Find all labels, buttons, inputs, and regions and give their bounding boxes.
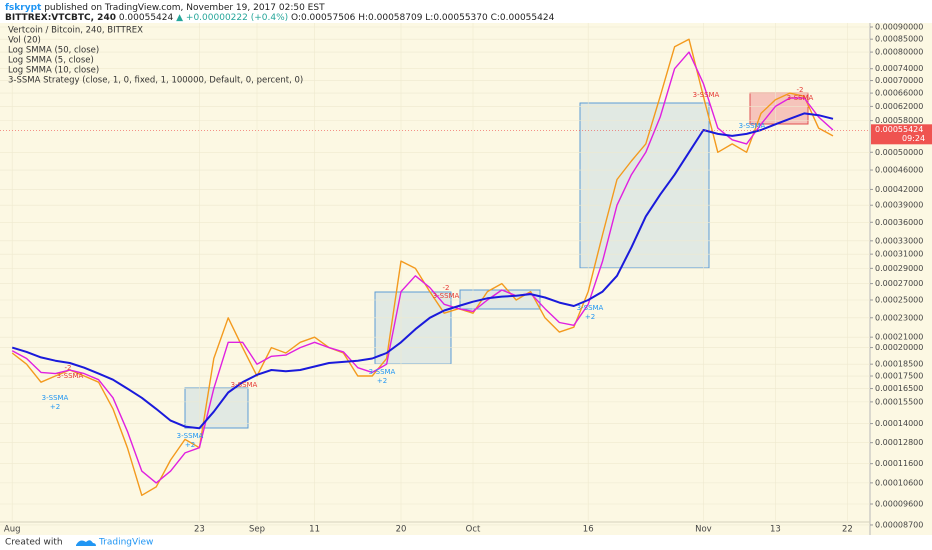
time-axis: Aug 23 Sep 11 20 Oct 16 Nov 13 22 — [4, 525, 853, 535]
trade-annotation: 3-SSMA — [693, 91, 720, 99]
y-tick-label: 0.00031000 — [875, 250, 923, 259]
y-tick-label: 0.00062000 — [875, 102, 923, 111]
trade-annotation: +2 — [185, 441, 195, 449]
y-tick-label: 0.00016500 — [875, 384, 923, 393]
last-price-label: 0.00055424 — [875, 125, 923, 134]
x-tick-label: 11 — [309, 525, 320, 535]
last-price-box — [871, 124, 932, 145]
y-tick-label: 0.00036000 — [875, 218, 923, 227]
header-line-1: fskrypt published on TradingView.com, No… — [5, 3, 325, 13]
y-tick-label: 0.00085000 — [875, 35, 923, 44]
series-lines — [11, 38, 834, 496]
trade-annotation: 3-SSMA — [433, 292, 460, 300]
series-line — [11, 51, 834, 484]
trade-annotation: 3-SSMA — [231, 381, 258, 389]
trade-annotation: 3-SSMA — [787, 94, 814, 102]
y-tick-label: 0.00021000 — [875, 333, 923, 342]
x-tick-label: Oct — [466, 525, 481, 535]
x-tick-label: 13 — [770, 525, 781, 535]
legend-entry: Log SMMA (5, close) — [8, 56, 94, 66]
x-tick-label: 20 — [396, 525, 407, 535]
trade-annotation: 3-SSMA — [177, 432, 204, 440]
y-tick-label: 0.00050000 — [875, 148, 923, 157]
trade-annotation: -2 — [797, 86, 804, 94]
y-tick-label: 0.00070000 — [875, 76, 923, 85]
published: published on TradingView.com, November 1… — [44, 3, 325, 13]
symbol: BITTREX:VTCBTC, 240 — [5, 13, 116, 23]
change: ▲ +0.00000222 (+0.4%) — [176, 13, 288, 23]
ohlc: O:0.00057506 H:0.00058709 L:0.00055370 C… — [291, 13, 555, 23]
y-tick-label: 0.00066000 — [875, 89, 923, 98]
trade-annotation: 3-SSMA — [42, 394, 69, 402]
legend-entry: Log SMMA (50, close) — [8, 46, 99, 56]
y-tick-label: 0.00008700 — [875, 520, 923, 529]
footer-brand[interactable]: TradingView — [98, 538, 153, 548]
trade-box — [579, 102, 710, 269]
y-tick-label: 0.00023000 — [875, 313, 923, 322]
series-line — [11, 112, 834, 430]
y-tick-label: 0.00033000 — [875, 236, 923, 245]
trade-annotation: 3-SSMA — [577, 304, 604, 312]
indicator-label: 3-SSMA Strategy (close, 1, 0, fixed, 1, … — [8, 76, 303, 86]
y-tick-label: 0.00018500 — [875, 360, 923, 369]
trade-annotation: 3-SSMA — [739, 122, 766, 130]
y-tick-label: 0.00074000 — [875, 64, 923, 73]
y-tick-label: 0.00090000 — [875, 22, 923, 31]
y-tick-label: 0.00014000 — [875, 419, 923, 428]
legend-entry: Log SMMA (10, close) — [8, 66, 99, 76]
trade-annotation: 3-SSMA — [369, 368, 396, 376]
trade-annotation: +2 — [377, 377, 387, 385]
y-tick-label: 0.00020000 — [875, 343, 923, 352]
x-tick-label: 23 — [194, 525, 205, 535]
x-tick-label: Sep — [249, 525, 265, 535]
y-tick-label: 0.00015500 — [875, 397, 923, 406]
y-tick-label: 0.00025000 — [875, 295, 923, 304]
y-tick-label: 0.00058000 — [875, 116, 923, 125]
trade-annotation: 3-SSMA — [57, 372, 84, 380]
annotations: 3-SSMA+2-23-SSMA3-SSMA+23-SSMA3-SSMA+2-2… — [42, 86, 814, 449]
trade-annotation: +2 — [50, 403, 60, 411]
x-tick-label: Aug — [4, 525, 21, 535]
y-tick-label: 0.00029000 — [875, 264, 923, 273]
trade-annotation: +2 — [585, 313, 595, 321]
logo-icon — [76, 540, 96, 546]
y-tick-label: 0.00042000 — [875, 185, 923, 194]
y-tick-label: 0.00080000 — [875, 48, 923, 57]
y-tick-label: 0.00039000 — [875, 201, 923, 210]
price-axis: 0.00090000 0.00085000 0.00080000 0.00074000… — [870, 22, 923, 529]
y-tick-label: 0.00027000 — [875, 279, 923, 288]
y-tick-label: 0.00046000 — [875, 166, 923, 175]
indicator-label: Vol (20) — [8, 36, 41, 46]
y-tick-label: 0.00009600 — [875, 499, 923, 508]
trade-annotation: -2 — [65, 364, 72, 372]
last: 0.00055424 — [119, 13, 174, 23]
x-tick-label: 22 — [842, 525, 853, 535]
y-tick-label: 0.00017500 — [875, 372, 923, 381]
countdown-label: 09:24 — [902, 134, 925, 143]
y-tick-label: 0.00010600 — [875, 478, 923, 487]
grid — [0, 23, 870, 526]
x-tick-label: 16 — [583, 525, 594, 535]
y-tick-label: 0.00011600 — [875, 459, 923, 468]
y-tick-label: 0.00012800 — [875, 438, 923, 447]
footer-created: Created with — [5, 538, 63, 548]
x-tick-label: Nov — [695, 525, 712, 535]
chart-title: Vertcoin / Bitcoin, 240, BITTREX — [8, 26, 143, 36]
trade-annotation: -2 — [443, 284, 450, 292]
author[interactable]: fskrypt — [5, 3, 42, 13]
header-line-2: BITTREX:VTCBTC, 240 0.00055424 ▲ +0.0000… — [5, 13, 555, 23]
